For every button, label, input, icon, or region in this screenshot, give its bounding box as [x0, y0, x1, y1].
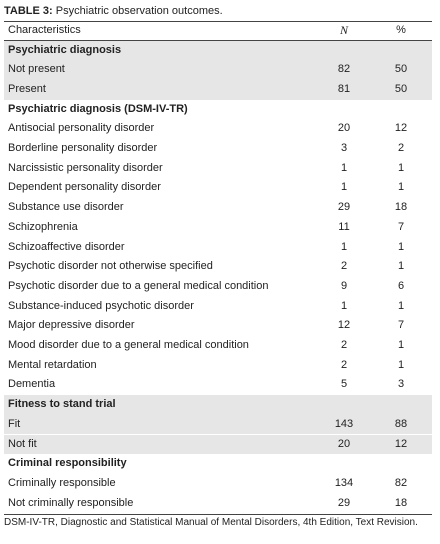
data-row: Substance use disorder 29 18	[4, 198, 432, 218]
data-row: Major depressive disorder 12 7	[4, 316, 432, 336]
row-label: Dementia	[8, 378, 56, 391]
row-label: Antisocial personality disorder	[8, 122, 155, 135]
row-label: Mental retardation	[8, 358, 97, 371]
row-label: Borderline personality disorder	[8, 142, 158, 154]
percent-cell: 18	[394, 496, 408, 509]
row-label: Psychotic disorder due to a general medi…	[8, 279, 269, 292]
data-row: Not present 82 50	[4, 60, 432, 80]
data-row: Substance-induced psychotic disorder 1 1	[4, 297, 432, 317]
header-cell: Characteristics	[8, 24, 81, 36]
count-cell: 1	[340, 161, 348, 174]
header-row: Characteristics N %	[4, 21, 432, 41]
count-cell: 3	[340, 142, 348, 154]
percent-cell: 1	[397, 339, 405, 351]
section-title: Criminal responsibility	[8, 457, 127, 470]
row-label: Mood disorder due to a general medical c…	[8, 339, 249, 351]
percent-cell: 3	[397, 378, 405, 391]
percent-cell: 82	[394, 476, 408, 489]
section-row: Criminal responsibility	[4, 454, 432, 474]
row-label: Dependent personality disorder	[8, 181, 161, 194]
count-cell: 9	[340, 279, 348, 292]
rule	[4, 513, 432, 515]
row-label: Criminally responsible	[8, 476, 116, 489]
data-row: Mood disorder due to a general medical c…	[4, 336, 432, 356]
row-label: Not criminally responsible	[8, 496, 134, 509]
row-label: Schizophrenia	[8, 220, 78, 233]
percent-cell: 1	[397, 358, 405, 371]
percent-cell: 6	[397, 279, 405, 292]
row-label: Substance-induced psychotic disorder	[8, 299, 194, 312]
data-row: Present 81 50	[4, 79, 432, 100]
row-label: Narcissistic personality disorder	[8, 161, 163, 174]
count-cell: 1	[340, 240, 348, 253]
count-cell: 29	[337, 201, 351, 214]
percent-cell: 1	[397, 181, 405, 194]
count-cell: 20	[337, 122, 351, 135]
caption-label: TABLE 3:	[4, 5, 53, 17]
section-title: Fitness to stand trial	[8, 398, 116, 411]
count-cell: 2	[340, 358, 348, 371]
section-row: Fitness to stand trial	[4, 395, 432, 415]
percent-cell: 1	[397, 299, 405, 312]
data-row: Mental retardation 2 1	[4, 356, 432, 376]
percent-cell: 18	[394, 201, 408, 214]
percent-cell: 1	[397, 260, 405, 273]
row-label: Major depressive disorder	[8, 319, 135, 332]
data-row: Dependent personality disorder 1 1	[4, 178, 432, 198]
count-cell: 2	[340, 260, 348, 273]
section-row: Psychiatric diagnosis (DSM-IV-TR)	[4, 100, 432, 120]
row-label: Fit	[8, 417, 21, 430]
data-row: Psychotic disorder not otherwise specifi…	[4, 257, 432, 277]
count-cell: 29	[337, 496, 351, 509]
header-cell: %	[396, 24, 406, 36]
data-row: Psychotic disorder due to a general medi…	[4, 277, 432, 297]
section-row: Psychiatric diagnosis	[4, 40, 432, 61]
header-cell: N	[339, 23, 348, 37]
data-row: Fit 143 88	[4, 414, 432, 435]
row-label: Not fit	[8, 437, 37, 450]
percent-cell: 12	[394, 437, 408, 450]
footnote: DSM-IV-TR, Diagnostic and Statistical Ma…	[4, 517, 418, 529]
percent-cell: 7	[397, 220, 405, 233]
row-label: Schizoaffective disorder	[8, 240, 125, 253]
count-cell: 2	[340, 339, 348, 351]
percent-cell: 50	[394, 63, 408, 76]
section-title: Psychiatric diagnosis	[8, 43, 122, 56]
percent-cell: 1	[397, 240, 405, 253]
count-cell: 1	[340, 181, 348, 194]
count-cell: 20	[337, 437, 351, 450]
data-row: Not fit 20 12	[4, 434, 432, 455]
percent-cell: 7	[397, 319, 405, 332]
percent-cell: 88	[394, 417, 408, 430]
count-cell: 134	[334, 476, 354, 489]
row-label: Present	[8, 82, 46, 95]
percent-cell: 1	[397, 161, 405, 174]
row-label: Not present	[8, 63, 65, 76]
data-row: Schizoaffective disorder 1 1	[4, 238, 432, 258]
count-cell: 81	[337, 82, 351, 95]
count-cell: 1	[340, 299, 348, 312]
rule	[4, 21, 432, 22]
table-caption: TABLE 3: Psychiatric observation outcome…	[4, 5, 223, 17]
percent-cell: 50	[394, 82, 408, 95]
data-row: Criminally responsible 134 82	[4, 474, 432, 494]
row-label: Psychotic disorder not otherwise specifi…	[8, 260, 213, 273]
percent-cell: 2	[397, 142, 405, 154]
count-cell: 82	[337, 63, 351, 76]
row-label: Substance use disorder	[8, 201, 124, 214]
data-row: Schizophrenia 11 7	[4, 218, 432, 238]
section-title: Psychiatric diagnosis (DSM-IV-TR)	[8, 102, 188, 115]
data-row: Borderline personality disorder 3 2	[4, 139, 432, 159]
data-row: Antisocial personality disorder 20 12	[4, 119, 432, 139]
count-cell: 12	[337, 319, 351, 332]
percent-cell: 12	[394, 122, 408, 135]
count-cell: 143	[334, 417, 354, 430]
count-cell: 11	[338, 220, 350, 233]
data-row: Dementia 5 3	[4, 375, 432, 395]
caption-text: Psychiatric observation outcomes.	[55, 5, 223, 17]
count-cell: 5	[340, 378, 348, 391]
data-row: Not criminally responsible 29 18	[4, 494, 432, 514]
data-row: Narcissistic personality disorder 1 1	[4, 159, 432, 179]
